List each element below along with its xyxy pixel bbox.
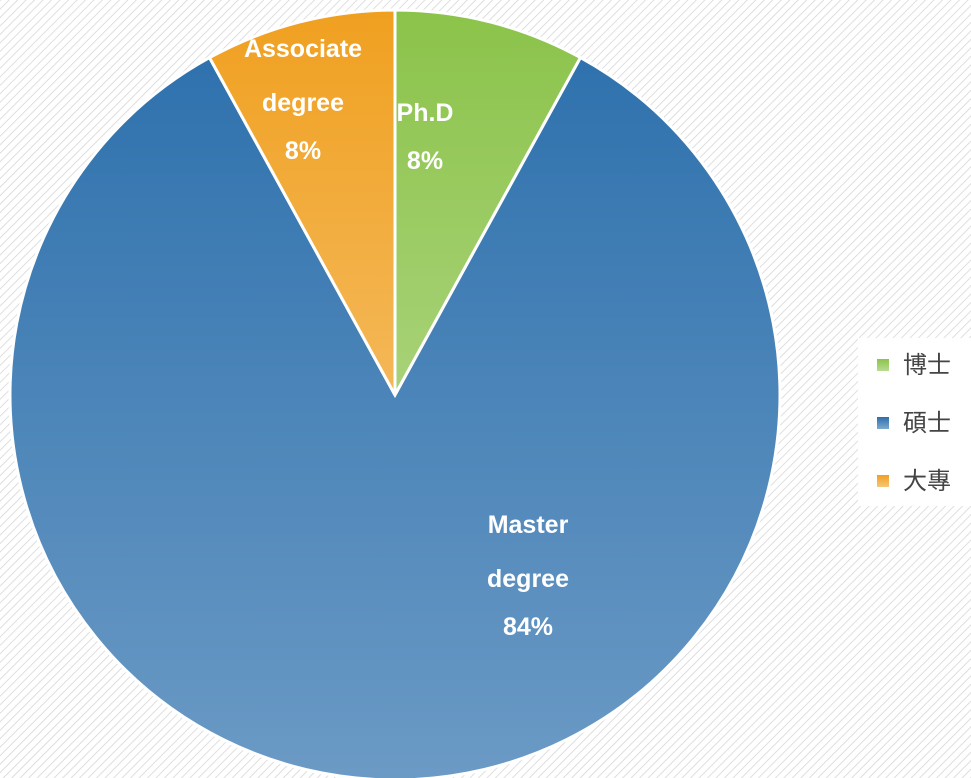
legend-swatch [877,359,889,371]
legend: 博士 碩士 大專 [858,338,971,506]
legend-label: 碩士 [903,409,951,437]
data-label-name: Master degree [487,511,569,593]
data-label-name: Associate degree [243,35,363,117]
pie-slice [8,55,782,778]
data-label: Master degree 84% [458,504,598,654]
pie-slice [393,8,583,396]
data-label-name: Ph.D [396,99,454,127]
legend-label: 博士 [903,351,951,379]
data-label-value: 8% [284,137,322,165]
legend-label: 大專 [903,467,951,495]
data-label: Associate degree 8% [233,28,373,178]
legend-swatch [877,475,889,487]
data-label: Ph.D 8% [355,92,495,188]
data-label-value: 8% [406,147,444,175]
data-label-value: 84% [502,613,554,641]
pie-slice [207,8,397,396]
legend-swatch [877,417,889,429]
